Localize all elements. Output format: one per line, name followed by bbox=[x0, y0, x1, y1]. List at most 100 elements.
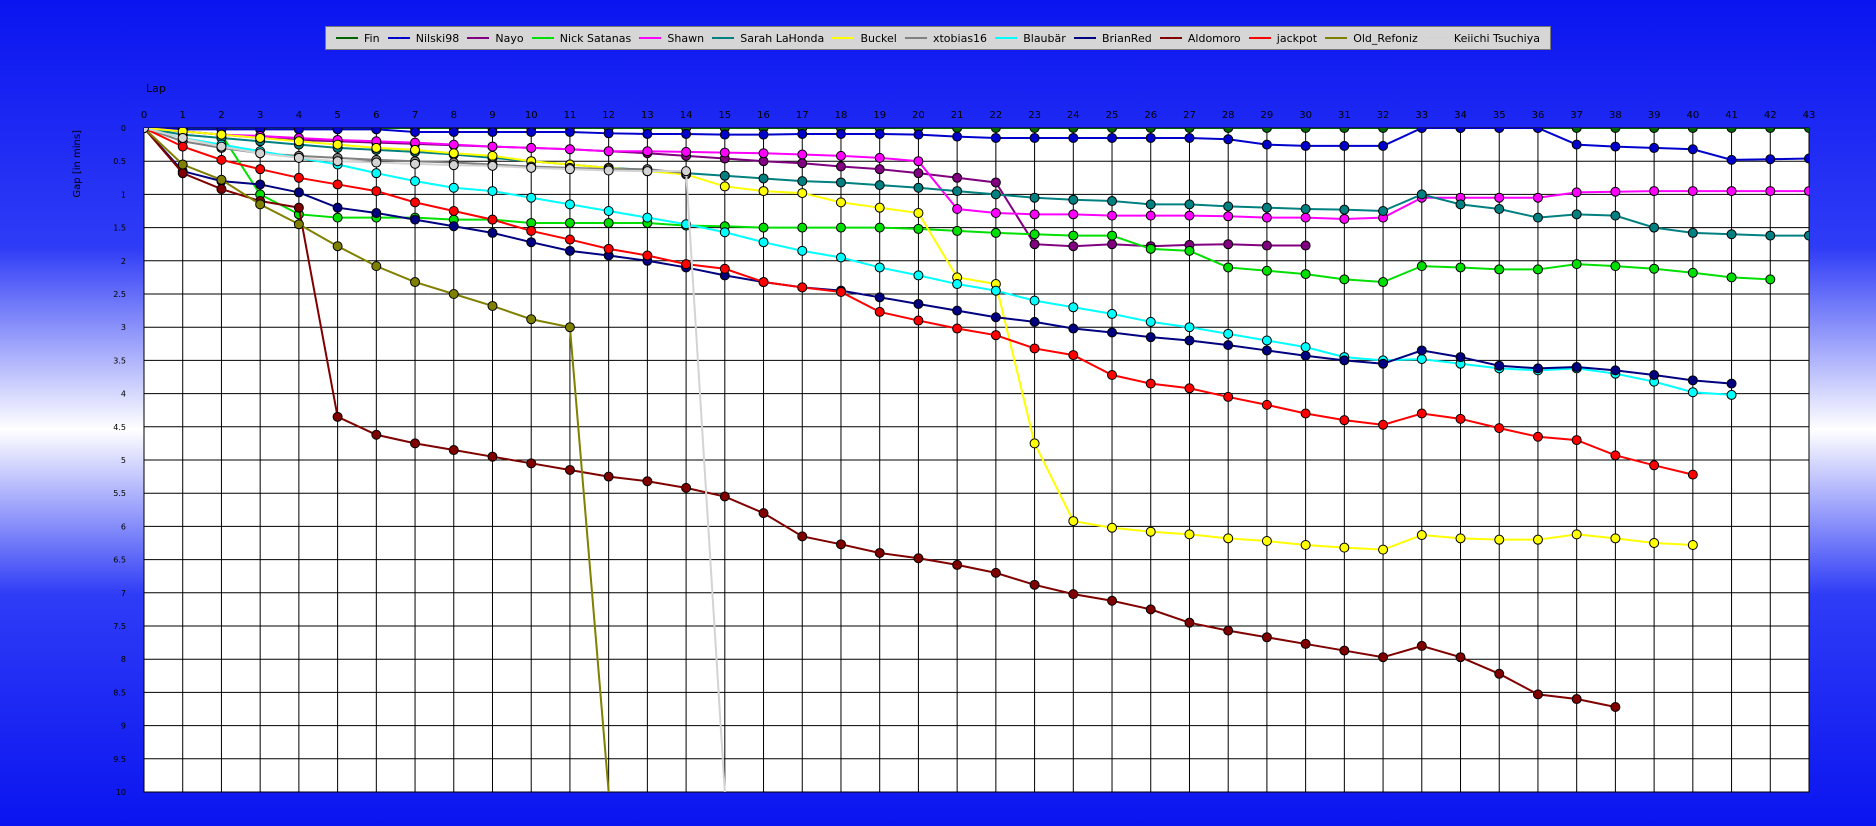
data-point bbox=[1184, 210, 1195, 221]
legend-label: Buckel bbox=[860, 31, 897, 45]
data-point bbox=[758, 129, 769, 140]
data-point bbox=[1378, 652, 1389, 663]
series-12 bbox=[144, 128, 610, 792]
data-point bbox=[371, 261, 382, 272]
data-point bbox=[1107, 196, 1118, 207]
data-point bbox=[410, 277, 421, 288]
data-point bbox=[1610, 533, 1621, 544]
data-point bbox=[293, 202, 304, 213]
data-point bbox=[1223, 625, 1234, 636]
data-point bbox=[293, 128, 304, 135]
data-point bbox=[1339, 355, 1350, 366]
data-point bbox=[487, 150, 498, 161]
data-point bbox=[564, 144, 575, 155]
data-point bbox=[1029, 239, 1040, 250]
data-point bbox=[1649, 128, 1660, 133]
data-point bbox=[835, 252, 846, 263]
data-point bbox=[1416, 128, 1427, 133]
data-point bbox=[332, 202, 343, 213]
data-point bbox=[1068, 350, 1079, 361]
data-point bbox=[835, 197, 846, 208]
data-point bbox=[1339, 645, 1350, 656]
data-point bbox=[835, 161, 846, 172]
data-point bbox=[1300, 128, 1311, 133]
data-point bbox=[448, 139, 459, 150]
legend-item: Blaubär bbox=[995, 32, 1066, 45]
data-point bbox=[1223, 328, 1234, 339]
data-point bbox=[874, 262, 885, 273]
y-tick-label: 9.5 bbox=[113, 755, 126, 764]
data-point bbox=[293, 172, 304, 183]
data-point bbox=[1068, 516, 1079, 527]
data-point bbox=[1145, 604, 1156, 615]
data-point bbox=[1649, 538, 1660, 548]
chart-legend: Fin Nilski98 Nayo Nick Satanas Shawn Sarah La… bbox=[325, 26, 1551, 50]
data-point bbox=[1300, 140, 1311, 151]
data-point bbox=[1378, 140, 1389, 151]
series-line bbox=[144, 128, 1732, 396]
data-point bbox=[526, 142, 537, 153]
data-point bbox=[216, 184, 227, 195]
data-point bbox=[1184, 335, 1195, 346]
legend-label: jackpot bbox=[1276, 31, 1318, 45]
data-point bbox=[681, 166, 692, 177]
data-point bbox=[1378, 358, 1389, 369]
legend-label: Blaubär bbox=[1023, 31, 1066, 45]
data-point bbox=[1107, 210, 1118, 221]
data-point bbox=[293, 187, 304, 198]
data-point bbox=[1455, 652, 1466, 663]
legend-swatch bbox=[531, 37, 554, 39]
data-point bbox=[448, 221, 459, 232]
series-group bbox=[144, 128, 1809, 792]
data-point bbox=[758, 148, 769, 159]
data-point bbox=[1068, 589, 1079, 600]
data-point bbox=[332, 156, 343, 167]
data-point bbox=[1726, 378, 1737, 389]
data-point bbox=[526, 237, 537, 248]
data-point bbox=[255, 148, 266, 159]
data-point bbox=[293, 219, 304, 230]
data-point bbox=[952, 559, 963, 570]
data-point bbox=[1726, 229, 1737, 240]
data-point bbox=[1145, 128, 1156, 133]
y-tick-label: 1 bbox=[121, 190, 126, 199]
x-tick-label: 35 bbox=[1493, 110, 1506, 121]
data-point bbox=[874, 222, 885, 233]
data-point bbox=[1804, 230, 1809, 241]
data-point bbox=[1571, 362, 1582, 373]
data-point bbox=[952, 131, 963, 142]
data-point bbox=[1687, 387, 1698, 398]
data-point bbox=[1687, 128, 1698, 133]
data-point bbox=[952, 204, 963, 215]
data-point bbox=[1184, 132, 1195, 143]
x-tick-label: 34 bbox=[1454, 110, 1467, 121]
x-tick-label: 2 bbox=[218, 110, 224, 121]
data-point bbox=[1029, 316, 1040, 327]
x-tick-label: 40 bbox=[1686, 110, 1699, 121]
data-point bbox=[1300, 212, 1311, 223]
data-point bbox=[1494, 192, 1505, 203]
data-point bbox=[371, 157, 382, 168]
y-tick-label: 7.5 bbox=[113, 622, 126, 631]
data-point bbox=[216, 129, 227, 140]
data-point bbox=[1610, 128, 1621, 133]
data-point bbox=[1068, 132, 1079, 143]
legend-swatch bbox=[995, 37, 1018, 39]
data-point bbox=[1416, 189, 1427, 200]
legend-item: Keiichi Tsuchiya bbox=[1425, 32, 1540, 45]
legend-swatch bbox=[387, 37, 410, 39]
data-point bbox=[255, 179, 266, 190]
data-point bbox=[1804, 153, 1809, 164]
data-point bbox=[1649, 460, 1660, 471]
data-point bbox=[1300, 240, 1311, 251]
data-point bbox=[564, 164, 575, 175]
data-point bbox=[835, 177, 846, 188]
data-point bbox=[1145, 210, 1156, 221]
data-point bbox=[1532, 192, 1543, 203]
x-tick-label: 12 bbox=[602, 110, 615, 121]
data-point bbox=[1455, 413, 1466, 424]
data-point bbox=[1687, 539, 1698, 550]
data-point bbox=[1610, 186, 1621, 197]
data-point bbox=[913, 270, 924, 281]
